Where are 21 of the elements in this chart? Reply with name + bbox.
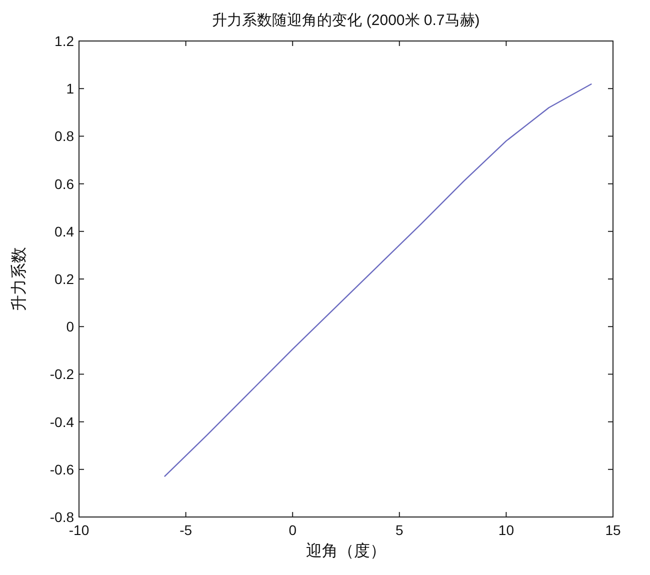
x-tick-label: 10	[498, 522, 514, 538]
y-tick-label: -0.2	[50, 366, 74, 382]
y-tick-label: 1	[66, 80, 74, 97]
x-tick-label: -10	[68, 522, 90, 538]
y-tick-label: 1.2	[54, 33, 74, 49]
line-series	[164, 83, 592, 478]
y-tick-label: -0.6	[50, 461, 74, 478]
x-axis-title: 迎角（度）	[306, 542, 386, 560]
y-tick-label: -0.8	[50, 509, 74, 525]
x-tick-label: -5	[180, 522, 192, 538]
x-tick-label: 5	[396, 522, 404, 538]
chart-title: 升力系数随迎角的变化 (2000米 0.7马赫)	[212, 12, 480, 29]
x-tick-label: 15	[605, 522, 621, 538]
y-tick-label: 0.8	[54, 128, 74, 144]
y-axis-title: 升力系数	[10, 247, 28, 311]
y-tick-label: 0.2	[54, 271, 74, 287]
y-tick-label: -0.4	[50, 414, 74, 430]
x-tick-label: 0	[288, 522, 297, 538]
y-tick-label: 0	[66, 318, 74, 335]
y-tick-label: 0.4	[54, 223, 74, 240]
y-tick-label: 0.6	[54, 176, 74, 192]
